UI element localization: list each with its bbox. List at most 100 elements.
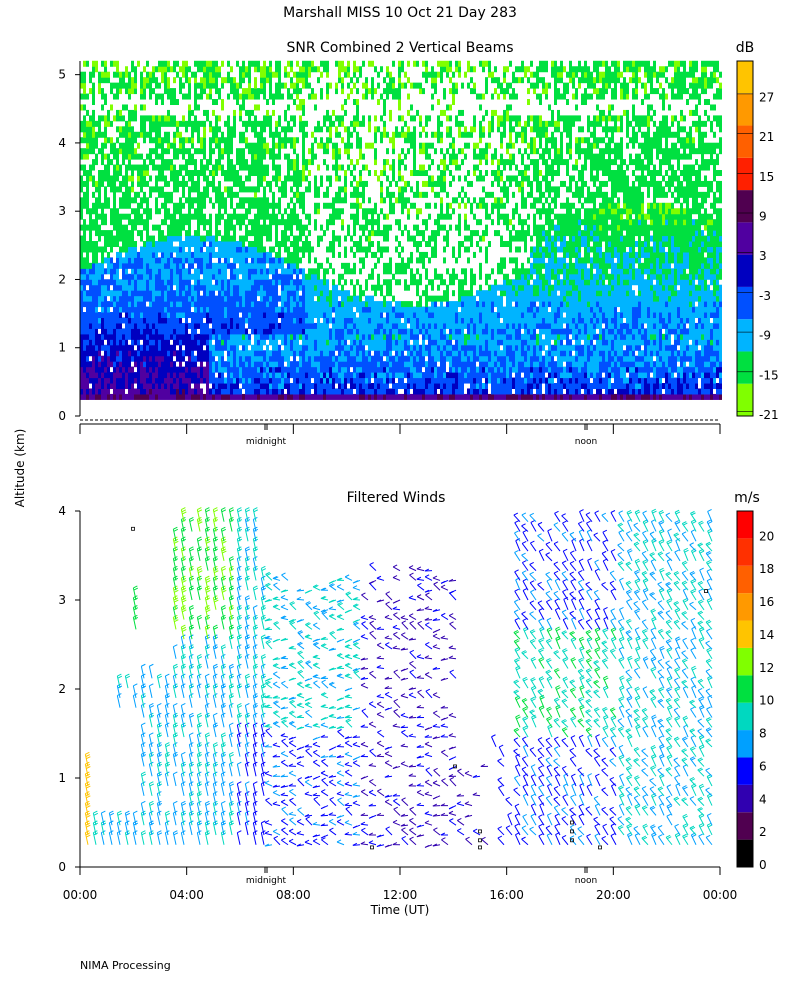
snr-cell [287, 290, 290, 297]
snr-cell [395, 344, 398, 351]
snr-cell [125, 301, 128, 308]
snr-cell [392, 273, 395, 280]
snr-cell [254, 153, 257, 160]
snr-cell [320, 295, 323, 302]
snr-cell [362, 317, 365, 324]
snr-cell [353, 241, 356, 248]
snr-cell [209, 366, 212, 373]
snr-cell [233, 295, 236, 302]
snr-cell [134, 317, 137, 324]
snr-cell [134, 208, 137, 215]
snr-cell [410, 235, 413, 242]
snr-cell [89, 164, 92, 171]
snr-cell [386, 328, 389, 335]
snr-cell [152, 148, 155, 155]
snr-cell [365, 284, 368, 291]
snr-cell [260, 137, 263, 144]
snr-cell [359, 148, 362, 155]
snr-cell [380, 372, 383, 379]
snr-cell [104, 350, 107, 357]
snr-cell [218, 230, 221, 237]
snr-cell [371, 393, 374, 400]
snr-cell [164, 301, 167, 308]
snr-cell [113, 241, 116, 248]
snr-cell [221, 241, 224, 248]
snr-cell [317, 284, 320, 291]
snr-cell [191, 361, 194, 368]
snr-cell [230, 388, 233, 395]
snr-cell [83, 268, 86, 275]
snr-cell [83, 224, 86, 231]
snr-cell [119, 333, 122, 340]
snr-cell [302, 82, 305, 89]
snr-cell [179, 148, 182, 155]
snr-cell [173, 202, 176, 209]
snr-cell [152, 388, 155, 395]
snr-cell [92, 279, 95, 286]
snr-cell [257, 306, 260, 313]
snr-cell [230, 88, 233, 95]
snr-cell [344, 246, 347, 253]
snr-cell [314, 322, 317, 329]
snr-cell [116, 71, 119, 78]
snr-cell [290, 77, 293, 84]
snr-cell [263, 339, 266, 346]
snr-cell [284, 126, 287, 133]
snr-cell [176, 235, 179, 242]
snr-cell [359, 120, 362, 127]
snr-cell [131, 224, 134, 231]
snr-cell [125, 339, 128, 346]
snr-cell [368, 366, 371, 373]
snr-cell [89, 219, 92, 226]
snr-cell [245, 355, 248, 362]
snr-cell [128, 333, 131, 340]
snr-cell [185, 241, 188, 248]
snr-cell [152, 290, 155, 297]
snr-cell [203, 164, 206, 171]
snr-cell [203, 170, 206, 177]
snr-cell [143, 164, 146, 171]
snr-cell [137, 164, 140, 171]
snr-cell [83, 120, 86, 127]
snr-cell [296, 361, 299, 368]
snr-cell [305, 355, 308, 362]
snr-cell [416, 344, 419, 351]
snr-cell [101, 71, 104, 78]
snr-cell [104, 328, 107, 335]
snr-cell [227, 60, 230, 67]
snr-cell [380, 383, 383, 390]
snr-cell [215, 230, 218, 237]
snr-cell [329, 290, 332, 297]
snr-cell [254, 170, 257, 177]
snr-cell [365, 361, 368, 368]
snr-cell [392, 328, 395, 335]
snr-cell [221, 268, 224, 275]
snr-cell [209, 290, 212, 297]
snr-cell [122, 290, 125, 297]
snr-cell [260, 241, 263, 248]
snr-cell [290, 251, 293, 258]
snr-cell [404, 322, 407, 329]
snr-cell [284, 328, 287, 335]
snr-cell [215, 197, 218, 204]
snr-cell [245, 295, 248, 302]
snr-cell [236, 388, 239, 395]
snr-cell [215, 317, 218, 324]
snr-cell [98, 202, 101, 209]
snr-cell [239, 148, 242, 155]
snr-cell [125, 383, 128, 390]
snr-cell [329, 312, 332, 319]
snr-cell [113, 148, 116, 155]
snr-cell [167, 339, 170, 346]
snr-cell [209, 170, 212, 177]
snr-cell [371, 388, 374, 395]
snr-cell [344, 148, 347, 155]
snr-cell [260, 120, 263, 127]
snr-cell [131, 317, 134, 324]
snr-cell [206, 71, 209, 78]
snr-cell [338, 322, 341, 329]
snr-cell [278, 115, 281, 122]
snr-cell [173, 148, 176, 155]
snr-cell [101, 312, 104, 319]
snr-cell [305, 279, 308, 286]
